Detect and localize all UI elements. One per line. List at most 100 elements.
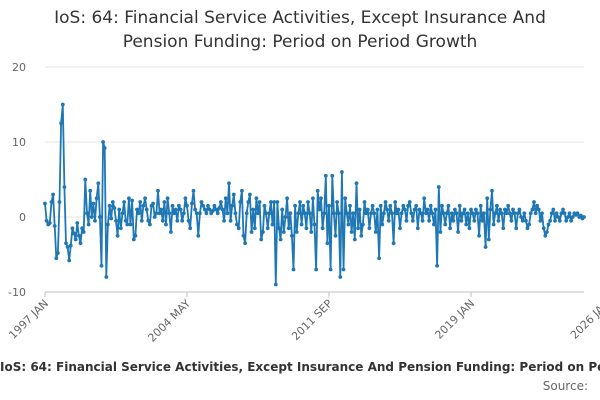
x-tick-label: 2026 JAN	[568, 297, 600, 342]
data-point	[327, 204, 331, 208]
series-line	[45, 105, 584, 285]
data-point	[276, 200, 280, 204]
source-label: Source:	[543, 379, 588, 393]
data-point	[267, 211, 271, 215]
data-point	[246, 200, 250, 204]
data-point	[169, 230, 173, 234]
data-point	[284, 215, 288, 219]
data-point	[75, 221, 79, 225]
data-point	[321, 226, 325, 230]
data-point	[159, 208, 163, 212]
data-point	[201, 204, 205, 208]
data-point	[401, 204, 405, 208]
data-point	[43, 202, 47, 206]
data-point	[450, 211, 454, 215]
data-point	[345, 211, 349, 215]
data-point	[424, 211, 428, 215]
data-point	[258, 200, 262, 204]
data-point	[297, 211, 301, 215]
x-tick-label: 2019 JAN	[432, 297, 477, 342]
data-point	[397, 208, 401, 212]
data-point	[242, 234, 246, 238]
data-point	[256, 211, 260, 215]
data-point	[532, 200, 536, 204]
data-point	[364, 211, 368, 215]
data-point	[445, 211, 449, 215]
data-point	[292, 268, 296, 272]
data-point	[429, 204, 433, 208]
data-point	[245, 211, 249, 215]
data-point	[200, 200, 204, 204]
data-point	[116, 234, 120, 238]
data-point	[437, 185, 441, 189]
data-point	[361, 223, 365, 227]
data-point	[363, 200, 367, 204]
data-point	[435, 264, 439, 268]
data-point	[480, 219, 484, 223]
data-point	[451, 219, 455, 223]
data-point	[477, 234, 481, 238]
data-point	[566, 215, 570, 219]
data-point	[119, 226, 123, 230]
data-point	[406, 204, 410, 208]
data-point	[550, 211, 554, 215]
data-point	[288, 211, 292, 215]
data-point	[161, 219, 165, 223]
data-point	[400, 211, 404, 215]
data-point	[158, 211, 162, 215]
data-point	[411, 219, 415, 223]
data-point	[355, 181, 359, 185]
data-point	[493, 211, 497, 215]
data-point	[350, 230, 354, 234]
data-point	[184, 196, 188, 200]
data-point	[432, 223, 436, 227]
data-point	[545, 230, 549, 234]
data-point	[409, 211, 413, 215]
data-point	[80, 226, 84, 230]
data-point	[540, 211, 544, 215]
data-point	[371, 204, 375, 208]
data-point	[543, 234, 547, 238]
data-point	[464, 223, 468, 227]
data-point	[334, 234, 338, 238]
data-point	[221, 208, 225, 212]
data-point	[551, 208, 555, 212]
data-point	[164, 223, 168, 227]
data-point	[140, 219, 144, 223]
data-point	[92, 202, 96, 206]
data-point	[342, 268, 346, 272]
legend-entry: IoS: 64: Financial Service Activities, E…	[0, 360, 600, 374]
data-point	[495, 204, 499, 208]
data-point	[309, 230, 313, 234]
data-point	[390, 211, 394, 215]
data-point	[285, 196, 289, 200]
data-point	[500, 211, 504, 215]
data-point	[443, 223, 447, 227]
data-point	[419, 211, 423, 215]
data-point	[137, 211, 141, 215]
data-point	[326, 241, 330, 245]
x-tick-label: 1997 JAN	[6, 297, 51, 342]
data-point	[266, 226, 270, 230]
data-point	[269, 200, 273, 204]
data-point	[226, 211, 230, 215]
data-point	[240, 189, 244, 193]
data-point	[405, 219, 409, 223]
data-point	[151, 202, 155, 206]
data-point	[510, 219, 514, 223]
data-point	[576, 211, 580, 215]
data-point	[430, 211, 434, 215]
data-point	[348, 204, 352, 208]
data-point	[343, 196, 347, 200]
data-point	[492, 223, 496, 227]
data-point	[282, 230, 286, 234]
data-point	[558, 219, 562, 223]
data-point	[322, 211, 326, 215]
data-point	[280, 208, 284, 212]
data-point	[427, 219, 431, 223]
data-point	[524, 219, 528, 223]
data-point	[51, 193, 55, 197]
data-point	[293, 204, 297, 208]
data-point	[403, 208, 407, 212]
data-point	[434, 208, 438, 212]
